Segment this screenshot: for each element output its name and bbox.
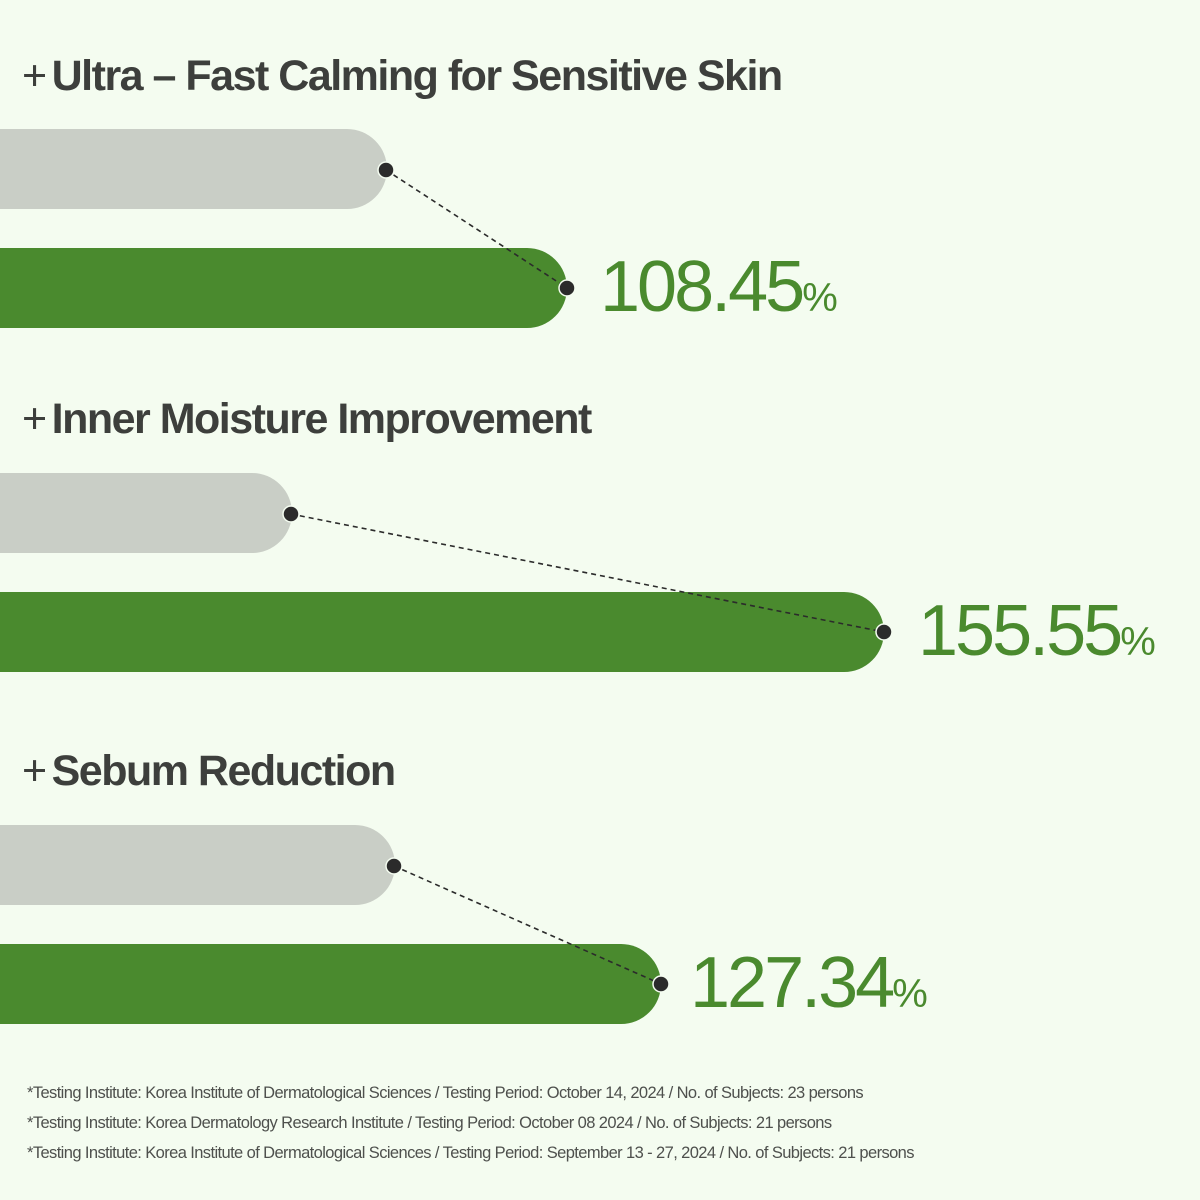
value-unit: %	[1120, 620, 1156, 664]
value-unit: %	[802, 276, 838, 320]
section-title-text: Inner Moisture Improvement	[51, 395, 593, 443]
bar-before	[0, 825, 395, 905]
plus-icon: +	[22, 747, 47, 795]
bar-after	[0, 592, 884, 672]
dot-before	[385, 857, 403, 875]
value-label: 108.45%	[600, 246, 838, 328]
value-unit: %	[892, 972, 928, 1016]
dot-after	[652, 975, 670, 993]
section-title: + Sebum Reduction	[22, 747, 397, 796]
plus-icon: +	[22, 395, 47, 443]
bar-after	[0, 944, 661, 1024]
bar-before	[0, 473, 292, 553]
plus-icon: +	[22, 52, 47, 100]
footnote-3: *Testing Institute: Korea Institute of D…	[27, 1144, 915, 1162]
footnote-2: *Testing Institute: Korea Dermatology Re…	[27, 1114, 832, 1132]
section-title: + Inner Moisture Improvement	[22, 395, 593, 444]
section-title: + Ultra – Fast Calming for Sensitive Skin	[22, 52, 784, 101]
section-title-text: Sebum Reduction	[51, 747, 397, 795]
value-label: 127.34%	[690, 942, 928, 1024]
dashed-connector	[385, 169, 568, 289]
value-number: 108.45	[600, 247, 805, 327]
value-label: 155.55%	[918, 590, 1156, 672]
dot-before	[282, 505, 300, 523]
value-number: 127.34	[690, 943, 895, 1023]
dashed-connector	[290, 513, 885, 633]
dot-before	[377, 161, 395, 179]
bar-before	[0, 129, 387, 209]
dot-after	[875, 623, 893, 641]
dashed-connector	[393, 865, 662, 985]
section-title-text: Ultra – Fast Calming for Sensitive Skin	[51, 52, 784, 100]
bar-after	[0, 248, 567, 328]
value-number: 155.55	[918, 591, 1123, 671]
dot-after	[558, 279, 576, 297]
footnote-1: *Testing Institute: Korea Institute of D…	[27, 1084, 864, 1102]
